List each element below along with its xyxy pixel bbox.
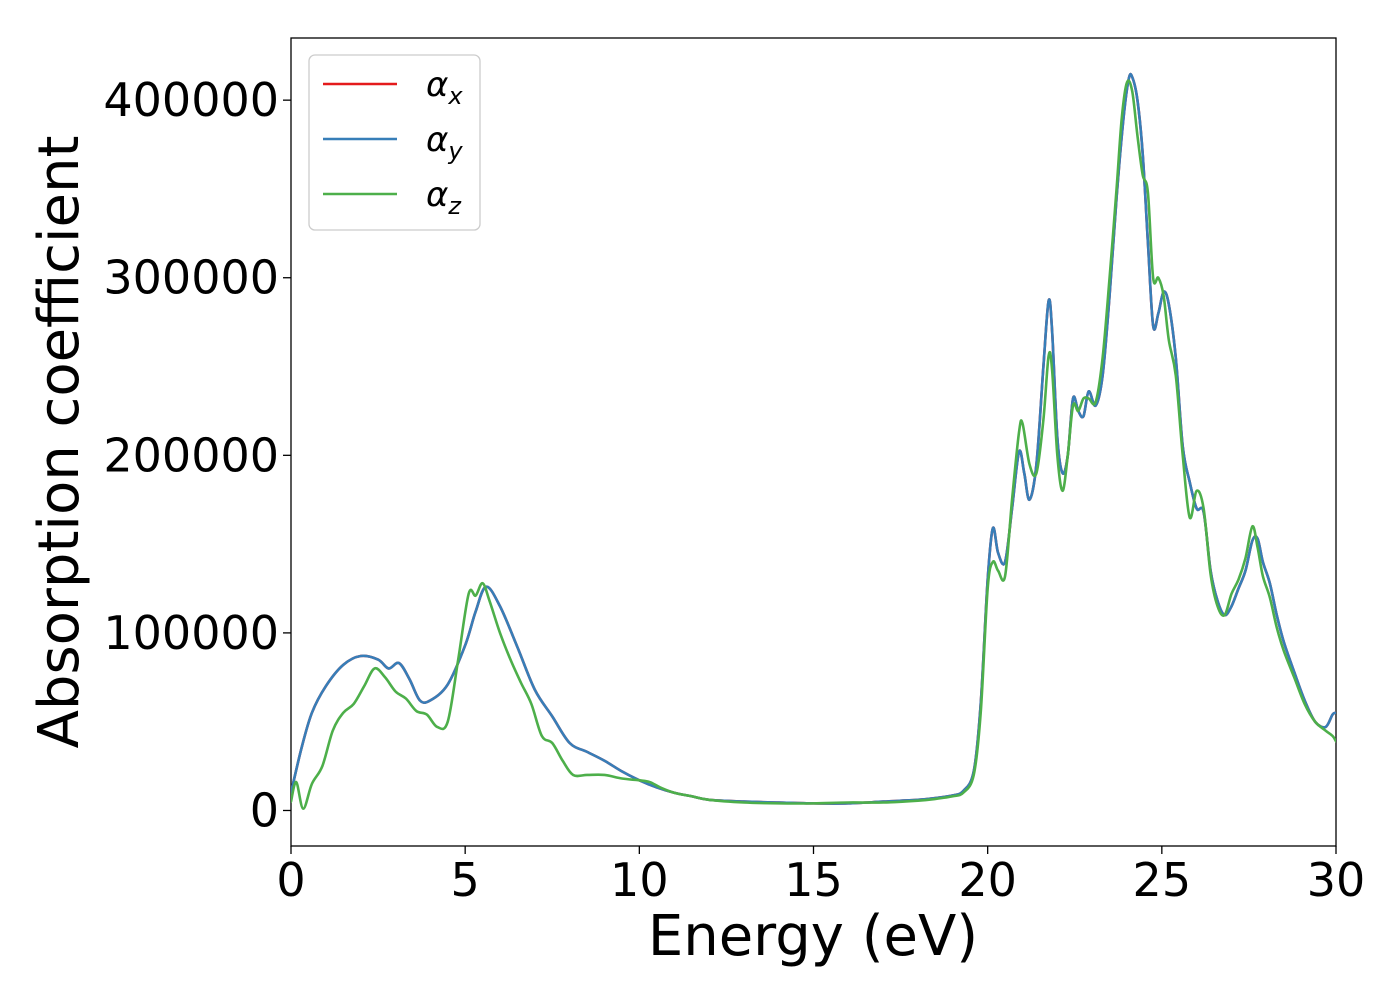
y-axis-label: Absorption coefficient [27,136,92,749]
y-tick-label: 0 [250,783,279,837]
x-tick-label: 5 [451,853,480,907]
x-tick-label: 30 [1307,853,1366,907]
y-axis-ticks: 0 100000 200000 300000 400000 [103,73,291,837]
series-line-y [291,72,1336,805]
y-tick-label: 300000 [103,251,279,305]
legend-label-y: αy [426,120,463,165]
x-tick-label: 20 [958,853,1017,907]
x-axis-ticks: 0 5 10 15 20 25 30 [276,846,1365,907]
legend-label-z: αz [426,175,462,220]
y-tick-label: 400000 [103,73,279,127]
x-tick-label: 10 [610,853,669,907]
legend-label-x: αx [426,65,463,110]
x-tick-label: 15 [784,853,843,907]
x-axis-label: Energy (eV) [648,904,978,969]
legend: αx αy αz [308,54,481,231]
legend-box [308,54,481,231]
series-line-z [291,79,1336,811]
y-tick-label: 100000 [103,606,279,660]
x-tick-label: 0 [276,853,305,907]
y-tick-label: 200000 [103,428,279,482]
x-tick-label: 25 [1133,853,1192,907]
series-layer [291,72,1336,811]
